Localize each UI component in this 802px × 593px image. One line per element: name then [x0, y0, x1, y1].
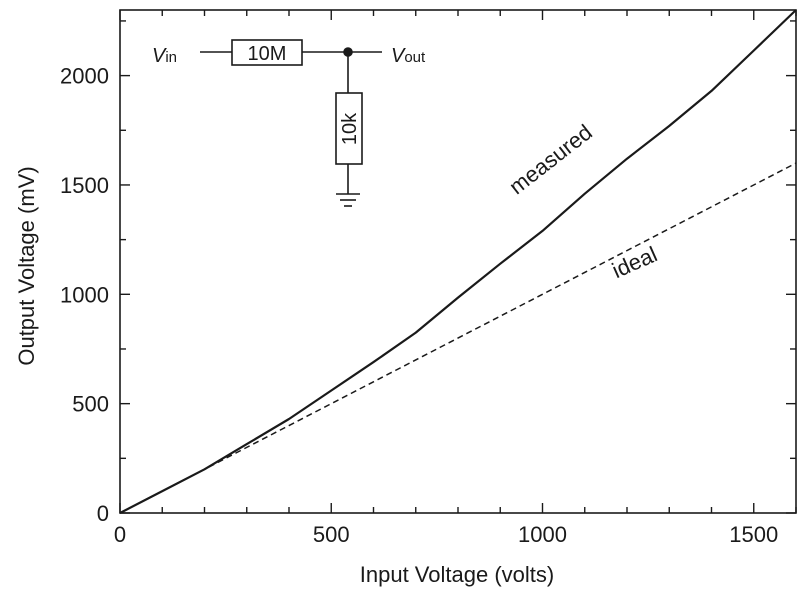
resistor-series-label: 10M — [248, 43, 287, 65]
series-line-ideal — [119, 162, 797, 514]
y-tick-label: 500 — [72, 392, 109, 417]
circuit-diagram — [200, 39, 382, 207]
y-axis-title: Output Voltage (mV) — [14, 166, 39, 365]
resistor-shunt-label: 10k — [339, 112, 361, 145]
ground-icon — [336, 193, 360, 207]
resistor-shunt — [335, 92, 363, 165]
y-tick-label: 1500 — [60, 173, 109, 198]
plot-frame — [119, 9, 797, 514]
x-tick-label: 1500 — [729, 522, 778, 547]
y-tick-label: 2000 — [60, 64, 109, 89]
y-tick-label: 0 — [97, 501, 109, 526]
labels-layer: measured ideal — [504, 119, 661, 283]
series-layer — [119, 9, 797, 514]
x-tick-label: 500 — [313, 522, 350, 547]
x-tick-label: 1000 — [518, 522, 567, 547]
annotation-ideal: ideal — [608, 241, 661, 283]
x-axis-title: Input Voltage (volts) — [360, 562, 554, 587]
y-tick-label: 1000 — [60, 282, 109, 307]
axes: 0 500 1000 1500 0 500 1000 1500 2000 — [60, 9, 797, 547]
annotation-measured: measured — [504, 119, 596, 199]
vin-label: Vin — [152, 45, 177, 67]
vout-label: Vout — [391, 45, 426, 67]
x-tick-label: 0 — [114, 522, 126, 547]
series-line-measured — [119, 9, 797, 514]
